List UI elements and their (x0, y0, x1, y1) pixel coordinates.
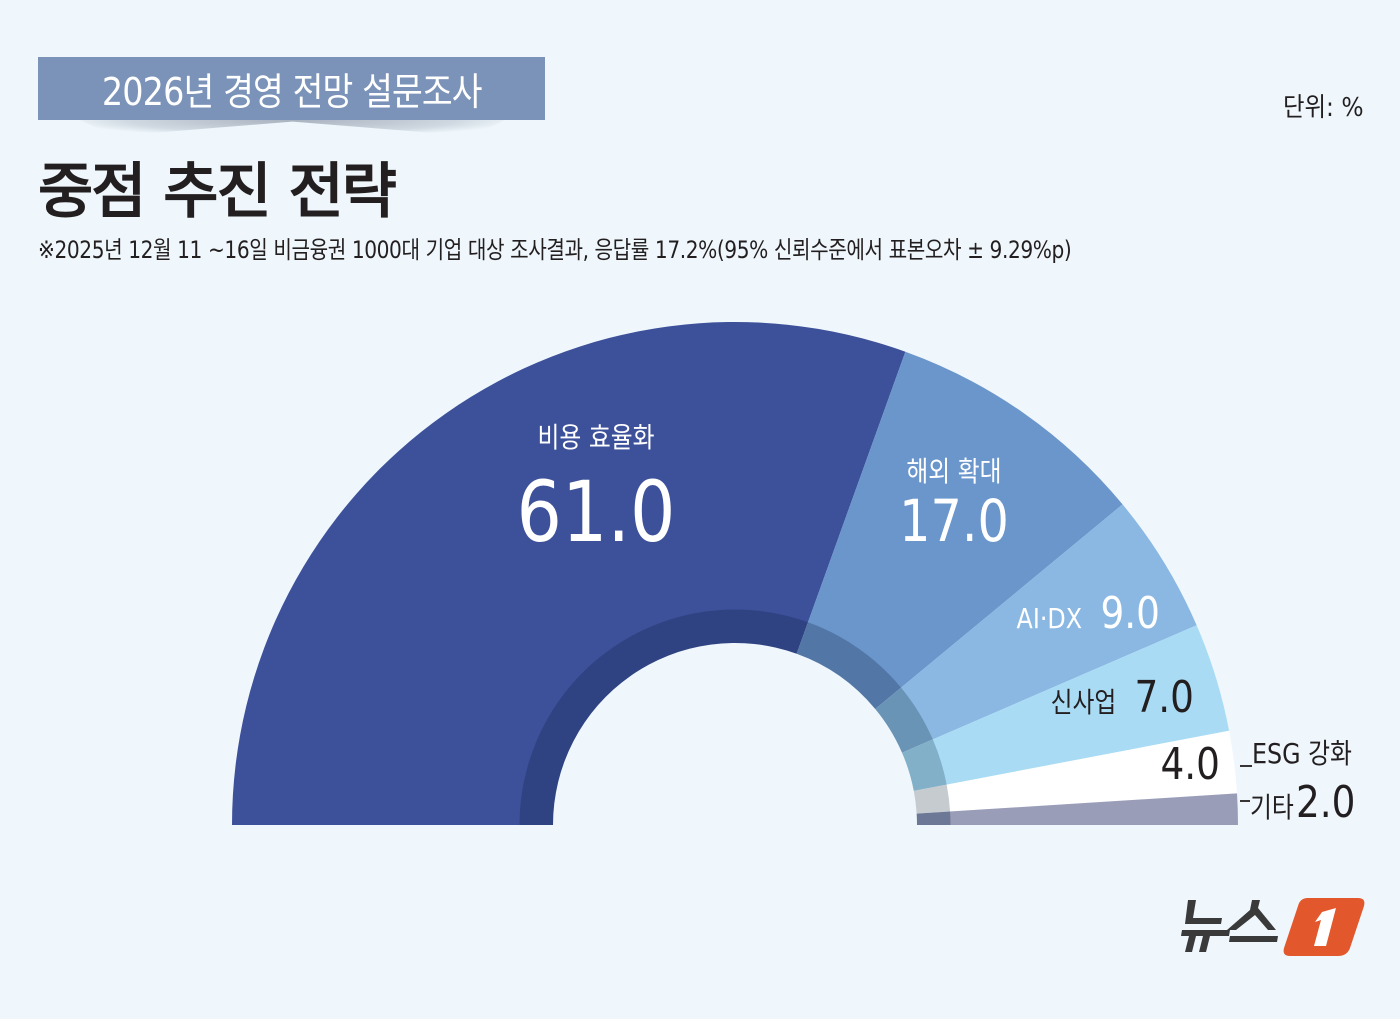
slice-label-cost-efficiency: 비용 효율화 61.0 (496, 421, 696, 561)
unit-label: 단위: % (1283, 93, 1364, 123)
slice-new-business (932, 625, 1230, 785)
slice-label-new-business: 신사업 7.0 (1039, 676, 1194, 720)
slice-label-ai-dx: AI·DX 9.0 (1005, 592, 1160, 636)
slice-inner-band-other (916, 811, 951, 825)
slice-label-other: 기타 2.0 (1250, 781, 1366, 825)
slice-inner-band-cost-efficiency (519, 609, 808, 825)
slice-value: 17.0 (899, 487, 1009, 555)
logo-mark-icon (1283, 898, 1365, 956)
slice-overseas-expansion (807, 351, 1123, 688)
slice-esg (946, 730, 1238, 812)
slice-value-esg: 4.0 (1160, 739, 1220, 790)
slice-label-overseas-expansion: 해외 확대 17.0 (854, 455, 1054, 555)
slice-value: 61.0 (516, 463, 676, 561)
slice-value: 7.0 (1134, 672, 1194, 723)
slice-ai-dx (900, 504, 1197, 740)
slice-inner-band-overseas-expansion (796, 622, 902, 709)
slice-name: 해외 확대 (906, 455, 1002, 488)
slice-name: 비용 효율화 (537, 421, 655, 454)
slice-name: 신사업 (1050, 686, 1117, 719)
slice-name-esg: ESG 강화 (1252, 737, 1352, 770)
slice-cost-efficiency (232, 321, 906, 825)
slice-name: AI·DX (1016, 602, 1083, 635)
survey-title-text: 2026년 경영 전망 설문조사 (101, 70, 483, 114)
survey-note: ※2025년 12월 11 ~16일 비금융권 1000대 기업 대상 조사결과… (38, 236, 1072, 264)
news1-logo (1181, 898, 1365, 956)
leader-lines (1240, 765, 1252, 802)
slice-value: 9.0 (1100, 588, 1160, 639)
slice-inner-band-esg (913, 784, 951, 814)
chart-slices (232, 321, 1238, 825)
slice-other (949, 793, 1238, 825)
slice-inner-band-new-business (902, 739, 947, 791)
survey-title-band: 2026년 경영 전망 설문조사 (38, 57, 545, 120)
chart-title: 중점 추진 전략 (38, 157, 397, 227)
slice-name: 기타 (1250, 791, 1294, 824)
slice-inner-band-ai-dx (875, 687, 933, 753)
slice-value: 2.0 (1295, 777, 1356, 828)
logo-text-icon (1181, 900, 1278, 952)
